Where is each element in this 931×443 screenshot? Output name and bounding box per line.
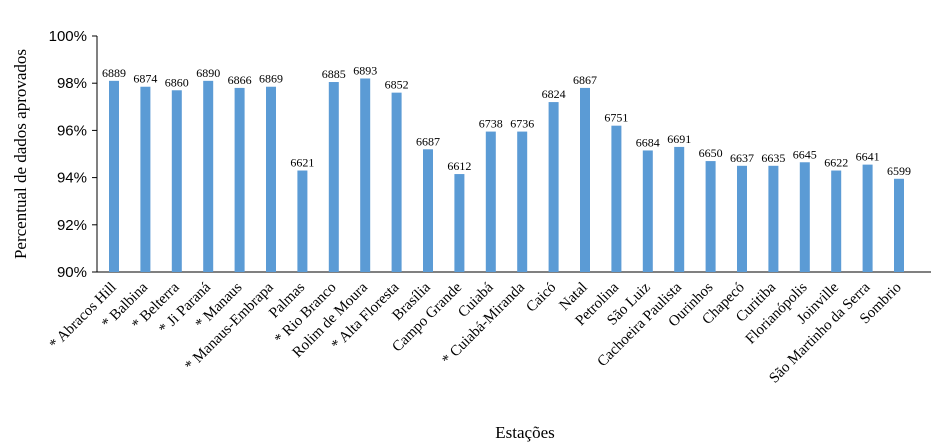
- bar-value-label: 6867: [573, 73, 597, 87]
- y-tick-label: 98%: [57, 75, 87, 92]
- bar: [642, 150, 653, 272]
- bar-value-label: 6889: [102, 66, 126, 80]
- bar-value-label: 6852: [385, 78, 409, 92]
- y-tick-label: 94%: [57, 170, 87, 187]
- bar-value-label: 6874: [133, 72, 157, 86]
- bar: [705, 161, 716, 272]
- bar-value-label: 6869: [259, 72, 283, 86]
- bar: [454, 174, 465, 272]
- y-tick-label: 92%: [57, 217, 87, 234]
- bar-value-label: 6824: [542, 87, 566, 101]
- bar-value-label: 6751: [604, 111, 628, 125]
- bar: [203, 80, 214, 272]
- y-tick-label: 100%: [49, 28, 87, 45]
- bar-value-label: 6866: [228, 73, 252, 87]
- bar-value-label: 6890: [196, 66, 220, 80]
- bar: [737, 165, 747, 272]
- bar-value-label: 6684: [636, 135, 660, 149]
- bar-value-label: 6621: [290, 156, 314, 170]
- data-labels: 6889 6874 6860 6890 6866 6869 6621 6885 6893 6852…: [102, 63, 911, 177]
- bar-value-label: 6860: [165, 75, 189, 89]
- bar-value-label: 6691: [667, 132, 691, 146]
- bar-value-label: 6635: [761, 151, 785, 165]
- bar: [799, 162, 810, 272]
- bar: [894, 178, 904, 272]
- bar-value-label: 6650: [699, 146, 723, 160]
- bar: [234, 87, 245, 272]
- bar: [140, 86, 151, 273]
- bar-value-label: 6599: [887, 164, 911, 178]
- bar-value-label: 6641: [856, 150, 880, 164]
- x-tick-label: Caicó: [523, 280, 559, 316]
- bar-value-label: 6736: [510, 117, 534, 131]
- bar-value-label: 6893: [353, 63, 377, 77]
- bar-value-label: 6885: [322, 67, 346, 81]
- bar-value-label: 6687: [416, 134, 440, 148]
- bar: [423, 149, 433, 272]
- bar: [768, 165, 779, 272]
- bar: [328, 82, 339, 273]
- bar: [171, 90, 182, 272]
- bars: [109, 78, 904, 273]
- bar: [831, 170, 842, 272]
- bar: [580, 87, 590, 272]
- x-axis-title: Estações: [495, 423, 554, 442]
- bar-value-label: 6612: [447, 159, 471, 173]
- x-tick-labels: * Abracos Hill* Balbina* Belterra* Ji Pa…: [47, 279, 905, 386]
- bar: [548, 102, 559, 272]
- bar-value-label: 6738: [479, 117, 503, 131]
- bar: [391, 92, 402, 272]
- bar-value-label: 6637: [730, 151, 754, 165]
- y-tick-labels: 90% 92% 94% 96% 98% 100%: [49, 28, 87, 281]
- y-tick-label: 96%: [57, 122, 87, 139]
- bar: [297, 170, 308, 272]
- bar: [360, 78, 371, 272]
- bar: [266, 86, 276, 273]
- bar: [517, 131, 528, 272]
- bar-value-label: 6645: [793, 147, 817, 161]
- bar-value-label: 6622: [824, 156, 848, 170]
- y-tick-label: 90%: [57, 264, 87, 281]
- bar: [862, 164, 873, 272]
- y-axis-title: Percentual de dados aprovados: [11, 49, 30, 259]
- bar: [109, 80, 119, 272]
- bar: [485, 131, 496, 272]
- bar: [611, 125, 622, 273]
- bar: [674, 146, 685, 272]
